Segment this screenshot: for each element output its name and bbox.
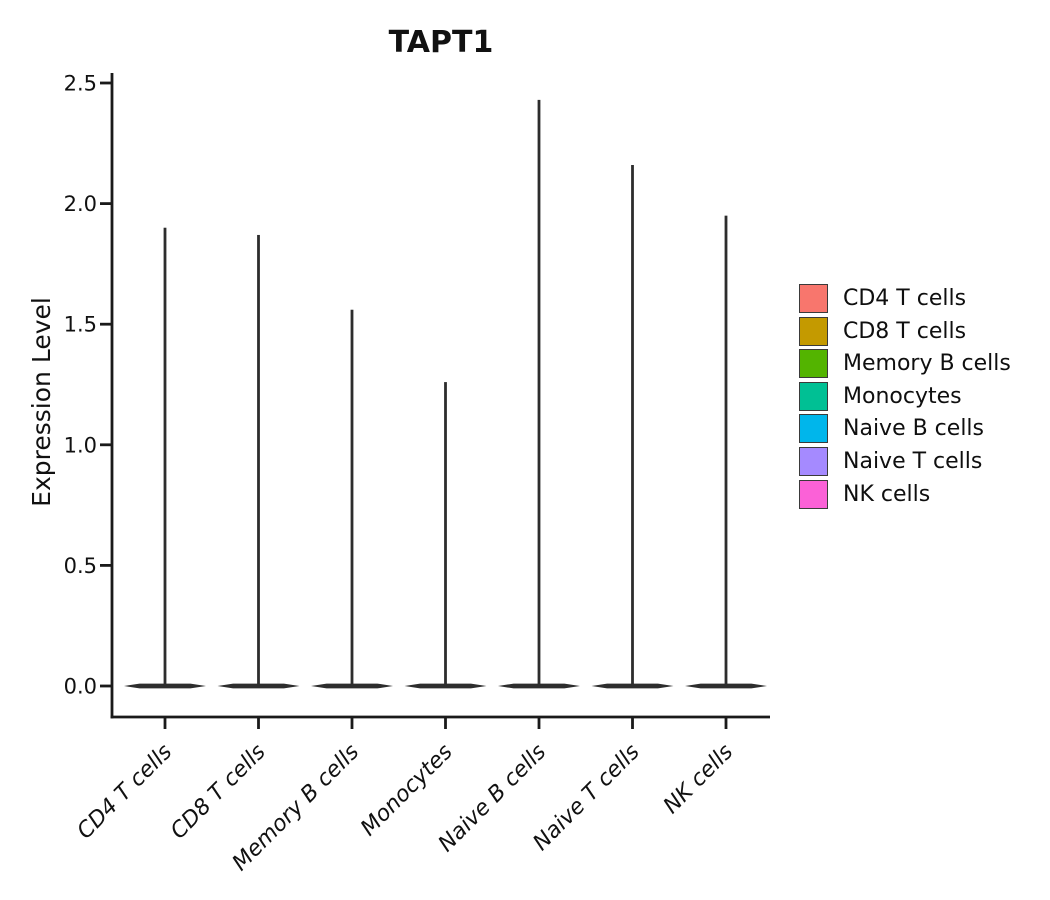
violin-spike — [257, 234, 260, 686]
axes-group — [110, 73, 770, 719]
violin-spike — [163, 227, 167, 686]
violin-spike — [724, 215, 728, 686]
violins-group — [124, 99, 767, 689]
legend-label-nk-cells: NK cells — [843, 481, 931, 507]
y-tick-label: 2.5 — [64, 72, 97, 96]
violin-naive-b-cells — [498, 99, 580, 689]
legend-item-naive-b-cells: Naive B cells — [799, 414, 1011, 444]
legend-swatch-monocytes — [799, 381, 828, 411]
y-tick-label: 1.0 — [64, 433, 97, 457]
violin-spike — [350, 309, 354, 686]
y-tick-label: 2.0 — [64, 192, 97, 216]
x-axis-label-monocytes: Monocytes — [356, 740, 458, 842]
ticks-group — [100, 81, 728, 729]
legend-label-naive-b-cells: Naive B cells — [843, 416, 985, 442]
x-axis-label-cd4-t-cells: CD4 T cells — [73, 740, 178, 845]
legend-label-cd8-t-cells: CD8 T cells — [843, 318, 967, 344]
violin-naive-t-cells — [591, 165, 674, 689]
violin-spike — [631, 165, 634, 686]
legend-swatch-cd8-t-cells — [799, 316, 828, 346]
legend: CD4 T cells CD8 T cells Memory B cells Mono… — [799, 284, 1011, 512]
x-axis-label-nk-cells: NK cells — [659, 740, 738, 819]
chart-title: TAPT1 — [389, 25, 494, 60]
legend-item-monocytes: Monocytes — [799, 381, 1011, 411]
legend-swatch-naive-b-cells — [799, 414, 828, 444]
violin-spike — [537, 99, 541, 686]
legend-swatch-naive-t-cells — [799, 446, 828, 476]
legend-swatch-nk-cells — [799, 479, 828, 509]
y-tick-label: 0.0 — [64, 675, 97, 699]
legend-item-cd4-t-cells: CD4 T cells — [799, 284, 1011, 313]
x-axis-label-cd8-t-cells: CD8 T cells — [166, 740, 271, 845]
y-tick-label: 1.5 — [64, 313, 97, 337]
violin-monocytes — [404, 382, 487, 689]
violin-cd8-t-cells — [217, 234, 300, 689]
legend-label-naive-t-cells: Naive T cells — [843, 448, 983, 474]
violin-spike — [444, 382, 447, 686]
y-tick-label: 0.5 — [64, 554, 97, 578]
legend-swatch-memory-b-cells — [799, 349, 828, 379]
violin-nk-cells — [685, 215, 767, 689]
legend-swatch-cd4-t-cells — [799, 284, 828, 313]
legend-item-cd8-t-cells: CD8 T cells — [799, 316, 1011, 346]
legend-item-nk-cells: NK cells — [799, 479, 1011, 509]
legend-item-memory-b-cells: Memory B cells — [799, 349, 1011, 379]
y-axis-title: Expression Level — [27, 297, 56, 507]
legend-label-monocytes: Monocytes — [843, 383, 962, 409]
violin-memory-b-cells — [311, 309, 393, 689]
legend-label-cd4-t-cells: CD4 T cells — [843, 286, 967, 311]
legend-item-naive-t-cells: Naive T cells — [799, 446, 1011, 476]
violin-cd4-t-cells — [124, 227, 206, 689]
legend-label-memory-b-cells: Memory B cells — [843, 351, 1011, 377]
